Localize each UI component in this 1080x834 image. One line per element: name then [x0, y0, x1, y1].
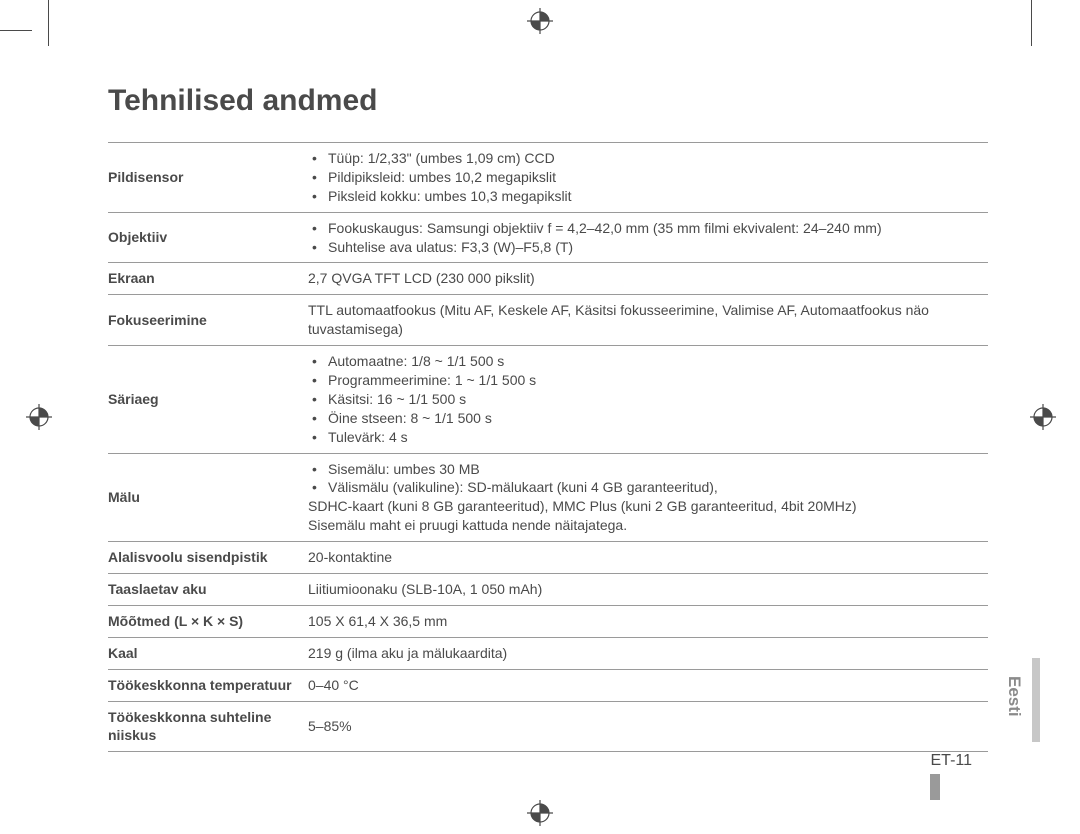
crop-mark: [0, 30, 32, 31]
spec-label: Alalisvoolu sisendpistik: [108, 542, 308, 574]
table-row: Taaslaetav aku Liitiumioonaku (SLB-10A, …: [108, 574, 988, 606]
spec-label: Töökeskkonna suhteline niiskus: [108, 701, 308, 752]
spec-value: 105 X 61,4 X 36,5 mm: [308, 605, 988, 637]
page-number: ET-11: [931, 752, 973, 770]
table-row: Ekraan 2,7 QVGA TFT LCD (230 000 pikslit…: [108, 263, 988, 295]
spec-value: 2,7 QVGA TFT LCD (230 000 pikslit): [308, 263, 988, 295]
spec-label: Pildisensor: [108, 143, 308, 213]
side-tab-bar: [1032, 658, 1040, 742]
spec-label: Töökeskkonna temperatuur: [108, 669, 308, 701]
page-number-bar: [930, 774, 940, 800]
spec-label: Ekraan: [108, 263, 308, 295]
spec-label: Fokuseerimine: [108, 295, 308, 346]
spec-label: Taaslaetav aku: [108, 574, 308, 606]
table-row: Pildisensor Tüüp: 1/2,33" (umbes 1,09 cm…: [108, 143, 988, 213]
spec-value: Tüüp: 1/2,33" (umbes 1,09 cm) CCD Pildip…: [308, 143, 988, 213]
spec-value: Fookuskaugus: Samsungi objektiiv f = 4,2…: [308, 212, 988, 263]
registration-mark-icon: [527, 8, 553, 34]
registration-mark-icon: [26, 404, 52, 430]
table-row: Objektiiv Fookuskaugus: Samsungi objekti…: [108, 212, 988, 263]
spec-table: Pildisensor Tüüp: 1/2,33" (umbes 1,09 cm…: [108, 142, 988, 752]
table-row: Alalisvoolu sisendpistik 20-kontaktine: [108, 542, 988, 574]
table-row: Töökeskkonna suhteline niiskus 5–85%: [108, 701, 988, 752]
table-row: Mõõtmed (L × K × S) 105 X 61,4 X 36,5 mm: [108, 605, 988, 637]
crop-mark: [48, 0, 49, 46]
spec-value: Liitiumioonaku (SLB-10A, 1 050 mAh): [308, 574, 988, 606]
spec-value: 219 g (ilma aku ja mälukaardita): [308, 637, 988, 669]
spec-label: Objektiiv: [108, 212, 308, 263]
spec-label: Mõõtmed (L × K × S): [108, 605, 308, 637]
language-tab: Eesti: [1004, 676, 1024, 717]
spec-note: Sisemälu maht ei pruugi kattuda nende nä…: [308, 516, 984, 535]
spec-value: 5–85%: [308, 701, 988, 752]
table-row: Mälu Sisemälu: umbes 30 MB Välismälu (va…: [108, 453, 988, 542]
spec-value: TTL automaatfookus (Mitu AF, Keskele AF,…: [308, 295, 988, 346]
table-row: Töökeskkonna temperatuur 0–40 °C: [108, 669, 988, 701]
spec-label: Kaal: [108, 637, 308, 669]
spec-label: Säriaeg: [108, 346, 308, 453]
table-row: Säriaeg Automaatne: 1/8 ~ 1/1 500 s Prog…: [108, 346, 988, 453]
spec-value: Automaatne: 1/8 ~ 1/1 500 s Programmeeri…: [308, 346, 988, 453]
page-title: Tehnilised andmed: [108, 84, 988, 118]
crop-mark: [1031, 0, 1032, 46]
spec-value: 20-kontaktine: [308, 542, 988, 574]
spec-value: 0–40 °C: [308, 669, 988, 701]
spec-value: Sisemälu: umbes 30 MB Välismälu (valikul…: [308, 453, 988, 542]
spec-label: Mälu: [108, 453, 308, 542]
table-row: Kaal 219 g (ilma aku ja mälukaardita): [108, 637, 988, 669]
table-row: Fokuseerimine TTL automaatfookus (Mitu A…: [108, 295, 988, 346]
page-content: Tehnilised andmed Pildisensor Tüüp: 1/2,…: [108, 84, 988, 752]
registration-mark-icon: [527, 800, 553, 826]
registration-mark-icon: [1030, 404, 1056, 430]
